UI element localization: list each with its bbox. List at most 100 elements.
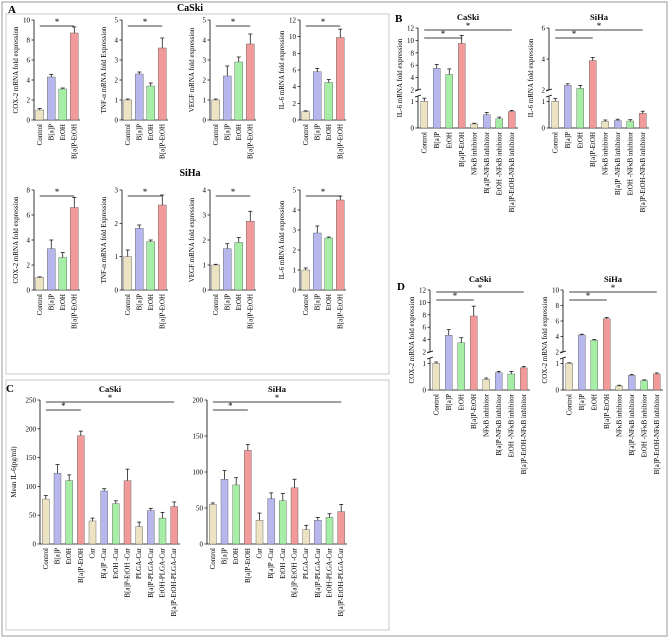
bar-3: [336, 37, 345, 121]
y-tick-label: 2: [203, 77, 207, 85]
y-tick-label: 6: [293, 67, 297, 75]
x-tick-label: B[a]P-EtOH-NFκB inhibitor: [520, 393, 528, 474]
bar-7: [508, 111, 516, 129]
x-tick-label: B[a]P-EtOH: [336, 124, 344, 159]
significance-star: *: [275, 393, 280, 403]
x-tick-label: EtOH -NFκB inhibitor: [495, 131, 503, 195]
x-tick-label: Control: [432, 394, 440, 415]
bar-2: [58, 257, 67, 291]
y-axis-label: VEGF mRNA fold expression: [188, 27, 196, 112]
bar-7: [123, 480, 132, 545]
x-tick-label: B[a]P: [47, 294, 55, 310]
bar-2: [324, 237, 333, 291]
y-tick-label: 4: [27, 77, 31, 85]
significance-star: *: [231, 187, 236, 197]
y-tick-label: 2: [293, 100, 297, 108]
bar-10: [325, 517, 334, 545]
significance-star: *: [597, 21, 602, 31]
bar-7: [653, 373, 661, 391]
bar-6: [507, 373, 515, 391]
significance-star: *: [231, 17, 236, 27]
bar-3: [70, 207, 79, 291]
y-tick-label: 12: [289, 17, 297, 25]
bar-0: [42, 498, 50, 545]
bar-0: [35, 109, 44, 121]
y-tick-label: 3: [115, 57, 119, 65]
x-tick-label: PLGA-Cur: [302, 547, 310, 579]
y-axis-label: IL-6 mRNA fold expression: [278, 30, 286, 109]
bar-1: [445, 335, 453, 391]
y-tick-label: 0: [542, 125, 546, 133]
y-tick-label: 2: [203, 237, 207, 245]
y-tick-label: 12: [419, 287, 427, 295]
x-tick-label: B[a]P: [433, 132, 441, 148]
y-tick-label: 1: [542, 98, 546, 106]
x-tick-label: B[a]P-EtOH-NFκB inhibitor: [653, 393, 661, 474]
y-tick-label: 200: [26, 425, 37, 433]
bar-4: [482, 379, 490, 391]
bar-4: [255, 520, 264, 545]
cell-label-siha: SiHa: [179, 168, 200, 179]
y-tick-label: 5: [115, 17, 119, 25]
bar-7: [520, 367, 528, 391]
bar-0: [565, 363, 573, 391]
y-tick-label: 0: [293, 287, 297, 295]
x-tick-label: NFκB inhibitor: [482, 393, 490, 437]
y-axis-label: TNF-α mRNA fold Expression: [100, 26, 108, 113]
axis-break-gap: [415, 90, 421, 96]
bar-3: [158, 204, 167, 291]
y-tick-label: 8: [423, 311, 427, 319]
y-axis-label: COX-2 mRNA fold expression: [541, 296, 549, 383]
x-tick-label: EtOH: [325, 124, 333, 140]
chart-C2: 0 50 100 150 200 SiHa Control B[a]P EtOH B[a]P-Et…: [193, 384, 347, 616]
y-tick-label: 0: [203, 117, 207, 125]
bar-11: [337, 511, 345, 545]
y-tick-label: 50: [29, 512, 37, 520]
y-axis-label: Mean IL-6(pg/ml): [10, 446, 18, 498]
x-tick-label: B[a]P-EtOH-PLGA-Cur: [170, 547, 178, 616]
bar-9: [147, 510, 155, 545]
significance-star: *: [61, 401, 66, 411]
x-tick-label: Control: [36, 294, 44, 315]
x-tick-label: EtOH: [59, 124, 67, 140]
y-axis-label: IL-6 mRNA fold expression: [278, 200, 286, 279]
bar-3: [246, 221, 255, 291]
x-tick-label: B[a]P-EtOH: [158, 294, 166, 329]
x-tick-label: Control: [124, 124, 132, 145]
x-tick-label: B[a]P-EtOH: [246, 294, 254, 329]
y-tick-label: 0: [200, 541, 204, 549]
x-tick-label: B[a]P-NFκB inhibitor: [483, 131, 491, 193]
x-tick-label: Control: [124, 294, 132, 315]
x-tick-label: Control: [420, 132, 428, 153]
bar-0: [301, 111, 310, 121]
bar-2: [146, 241, 155, 291]
bar-2: [234, 61, 243, 121]
bar-2: [65, 480, 73, 545]
bar-2: [445, 74, 453, 129]
x-tick-label: B[a]P-NFκB inhibitor: [628, 393, 636, 455]
y-tick-label: 4: [203, 37, 207, 45]
y-tick-label: 2: [556, 349, 560, 357]
significance-star: *: [453, 291, 458, 301]
y-tick-label: 4: [556, 333, 560, 341]
y-tick-label: 10: [419, 299, 427, 307]
y-tick-label: 2: [27, 97, 31, 105]
significance-star: *: [586, 291, 591, 301]
y-tick-label: 3: [293, 227, 297, 235]
bar-6: [279, 500, 287, 545]
bar-5: [628, 375, 636, 391]
y-tick-label: 0: [115, 117, 119, 125]
bar-3: [158, 47, 167, 121]
x-tick-label: EtOH -Cur: [112, 547, 120, 579]
significance-star: *: [572, 29, 577, 39]
y-tick-label: 150: [193, 433, 204, 441]
axis-break-gap: [560, 352, 566, 358]
y-axis-label: COX-2 mRNA fold expression: [12, 26, 20, 113]
panel-label-d: D: [397, 281, 405, 293]
bar-2: [234, 242, 243, 291]
bar-0: [211, 264, 220, 291]
y-tick-label: 2: [115, 220, 119, 228]
